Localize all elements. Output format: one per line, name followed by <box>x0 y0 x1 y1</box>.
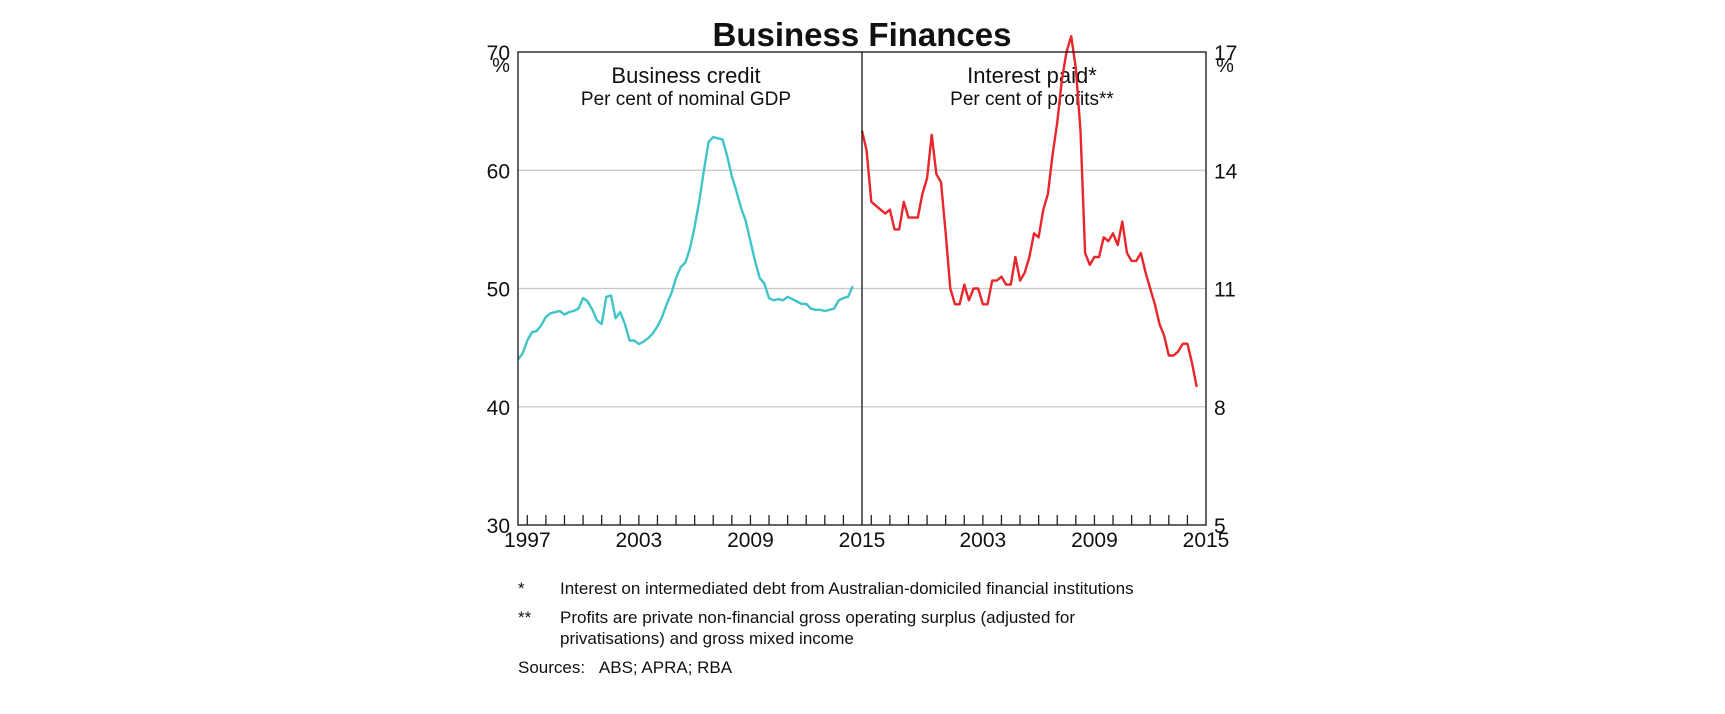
chart-title: Business Finances <box>713 16 1012 53</box>
right-panel-subtitle: Per cent of profits** <box>950 89 1114 110</box>
x-tick-label: 2015 <box>1183 529 1230 552</box>
x-tick-label: 2003 <box>960 529 1007 552</box>
left-y-unit: % <box>492 55 510 77</box>
x-tick-label: 2015 <box>839 529 886 552</box>
footnote-mark: ** <box>518 608 532 627</box>
right-y-tick-label: 8 <box>1214 397 1226 420</box>
x-tick-label: 1997 <box>504 529 551 552</box>
right-y-tick-label: 5 <box>1214 515 1226 538</box>
footnote-profits: ** Profits are private non-financial gro… <box>518 607 1178 649</box>
right-y-tick-label: 14 <box>1214 160 1238 183</box>
business-credit-line <box>517 135 854 361</box>
axes: 30 40 50 60 70 5 8 11 14 17 1997 2003 2009 2015 2003 20… <box>487 42 1238 552</box>
left-y-tick-label: 70 <box>487 42 510 65</box>
left-panel-subtitle: Per cent of nominal GDP <box>581 89 791 110</box>
x-tick-label: 2009 <box>727 529 774 552</box>
left-y-tick-label: 50 <box>487 279 510 302</box>
left-y-tick-label: 30 <box>487 515 510 538</box>
left-panel-title: Business credit <box>611 63 760 88</box>
x-tick-label: 2003 <box>616 529 663 552</box>
right-y-tick-label: 17 <box>1214 42 1237 65</box>
business-credit-panel: Business credit Per cent of nominal GDP … <box>492 55 791 110</box>
interest-paid-panel: Interest paid* Per cent of profits** % <box>950 55 1234 110</box>
series-layer <box>517 35 1198 388</box>
footnote-interest: * Interest on intermediated debt from Au… <box>518 578 1178 599</box>
x-tick-label: 2009 <box>1071 529 1118 552</box>
left-y-tick-label: 60 <box>487 160 510 183</box>
sources-text: ABS; APRA; RBA <box>598 658 733 677</box>
footnote-text: Interest on intermediated debt from Aust… <box>560 579 1134 598</box>
sources-label: Sources: <box>518 658 586 677</box>
chart-notes: * Interest on intermediated debt from Au… <box>518 578 1178 678</box>
right-y-tick-label: 11 <box>1214 279 1236 302</box>
footnote-mark: * <box>518 579 525 598</box>
interest-paid-line <box>860 35 1198 388</box>
footnote-text: Profits are private non-financial gross … <box>560 608 1075 648</box>
right-y-unit: % <box>1216 55 1234 77</box>
left-y-tick-label: 40 <box>487 397 510 420</box>
sources-line: Sources: ABS; APRA; RBA <box>518 657 1178 678</box>
